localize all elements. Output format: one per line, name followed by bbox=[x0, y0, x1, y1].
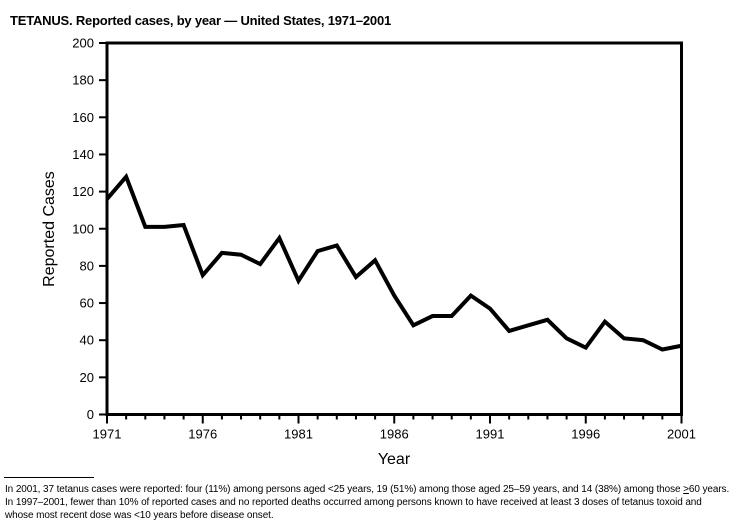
x-tick-label: 1986 bbox=[380, 427, 409, 442]
footnote-line-2: In 1997–2001, fewer than 10% of reported… bbox=[5, 497, 702, 508]
footnote-text-1b: 60 years. bbox=[688, 484, 730, 495]
plot-frame bbox=[105, 41, 683, 416]
x-axis-title: Year bbox=[378, 451, 411, 468]
footnote-line-1: In 2001, 37 tetanus cases were reported:… bbox=[5, 483, 729, 496]
footnote-line-3: whose most recent dose was <10 years bef… bbox=[5, 510, 274, 521]
y-axis-title: Reported Cases bbox=[41, 171, 58, 287]
y-tick-label: 60 bbox=[80, 296, 94, 311]
y-tick-label: 120 bbox=[72, 184, 94, 199]
y-tick-label: 80 bbox=[80, 258, 94, 273]
y-tick-label: 200 bbox=[72, 36, 94, 51]
y-tick-label: 0 bbox=[87, 407, 94, 422]
gte-underlined-symbol: > bbox=[683, 484, 689, 495]
y-tick-label: 20 bbox=[80, 370, 94, 385]
footnote-text-1a: In 2001, 37 tetanus cases were reported:… bbox=[5, 484, 684, 495]
x-tick-label: 2001 bbox=[667, 427, 696, 442]
x-tick-label: 1971 bbox=[93, 427, 122, 442]
x-tick-label: 1991 bbox=[476, 427, 505, 442]
data-line bbox=[105, 172, 682, 352]
y-tick-label: 140 bbox=[72, 147, 94, 162]
y-tick-label: 160 bbox=[72, 110, 94, 125]
chart-title: TETANUS. Reported cases, by year — Unite… bbox=[10, 13, 392, 28]
x-tick-label: 1996 bbox=[571, 427, 600, 442]
y-tick-label: 100 bbox=[72, 221, 94, 236]
chart-plot: 0 20 40 60 80 100 120 140 160 180 200 1971 1976 1981 1… bbox=[41, 36, 696, 469]
footnote: In 2001, 37 tetanus cases were reported:… bbox=[5, 483, 729, 522]
y-tick-label: 180 bbox=[72, 73, 94, 88]
plot-generated: 0 20 40 60 80 100 120 140 160 180 200 1971 1976 1981 1… bbox=[72, 36, 696, 442]
footnote-rule bbox=[4, 477, 94, 478]
x-tick-label: 1981 bbox=[284, 427, 313, 442]
x-tick-label: 1976 bbox=[188, 427, 217, 442]
y-tick-label: 40 bbox=[80, 333, 94, 348]
